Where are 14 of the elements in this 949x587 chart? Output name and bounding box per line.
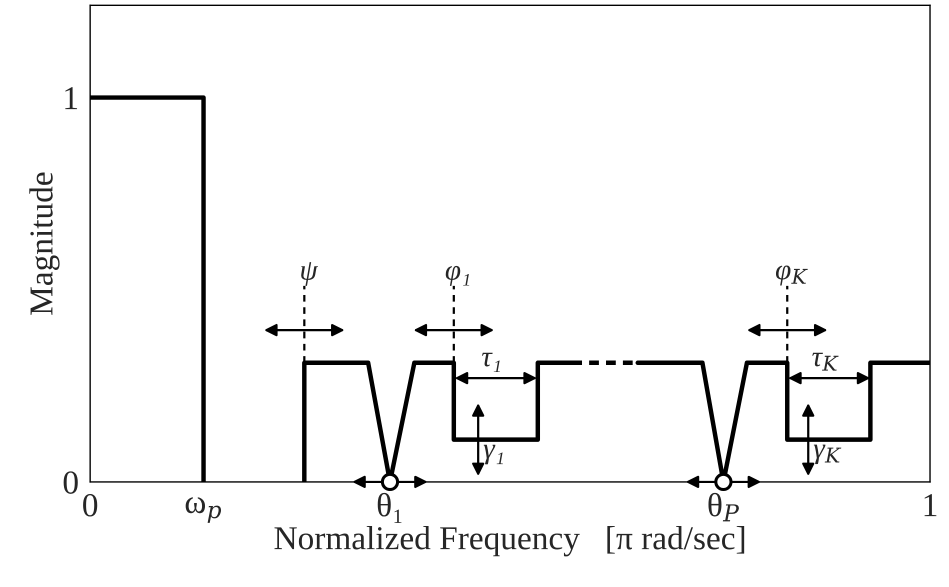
y-axis-title: Magnitude [29,172,60,315]
x-tick-label: 1 [924,494,936,516]
annotation: φ₁ [446,266,470,286]
x-tick-label: ω$_{p}$ [186,497,222,523]
x-tick-label: θ$_{P}$ [708,492,739,522]
x-tick-label: θ₁ [378,492,402,523]
x-tick-label: 0 [83,494,98,516]
annotation: τ$_{K}$ [812,352,839,371]
annotation: γ$_{K}$ [814,444,842,464]
annotation: ψ [301,262,318,286]
annotation: φ$_{K}$ [776,265,808,286]
annotation: γ₁ [484,444,503,464]
x-axis-title: Normalized Frequency [π rad/sec] [274,526,744,556]
annotation: τ₁ [482,352,500,372]
